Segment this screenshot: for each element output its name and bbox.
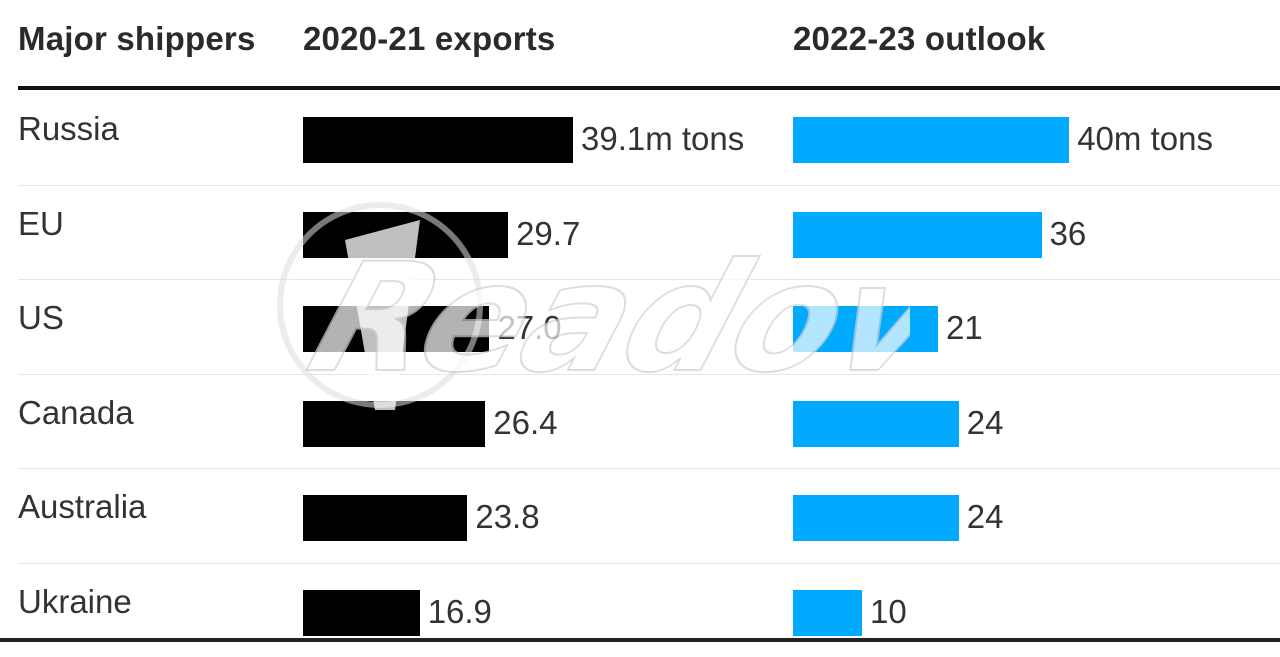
bar-series-2 [793, 589, 863, 636]
data-label-series-2: 24 [966, 498, 1004, 535]
label-column-header: Major shippers [18, 20, 256, 57]
category-label: Russia [18, 110, 119, 147]
data-label-series-2: 10 [870, 592, 907, 630]
data-label-series-1: 23.8 [475, 498, 540, 535]
data-label-series-1: 39.1m tons [581, 120, 745, 157]
row-separator [18, 279, 1280, 280]
bar-series-2 [793, 400, 959, 447]
chart-row: US 27.0 21 [0, 279, 1280, 373]
row-separator [18, 184, 1280, 186]
data-label-series-1: 26.4 [493, 403, 558, 441]
chart-row: Ukraine 16.9 10 [0, 562, 1280, 657]
bar-series-1 [303, 400, 486, 447]
header-rule [18, 86, 1280, 90]
row-separator [18, 373, 1280, 375]
category-label: Canada [18, 393, 134, 431]
chart-row: Canada 26.4 24 [0, 373, 1280, 468]
bar-series-2 [793, 211, 1042, 258]
data-label-series-2: 24 [966, 403, 1004, 441]
bar-series-1 [303, 495, 468, 541]
chart-row: Russia 39.1m tons 40m tons [0, 90, 1280, 184]
bar-series-1 [303, 589, 420, 636]
bottom-rule [0, 638, 1280, 642]
category-label: EU [18, 204, 64, 242]
category-label: US [18, 299, 64, 336]
category-label: Ukraine [18, 582, 132, 620]
bar-series-2 [793, 306, 938, 352]
chart-header: Major shippers 2020-21 exports 2022-23 o… [0, 0, 1280, 90]
bar-series-2 [793, 117, 1070, 163]
data-label-series-1: 27.0 [497, 309, 562, 346]
bar-series-1 [303, 211, 509, 258]
bar-series-2 [793, 495, 959, 541]
row-separator [18, 562, 1280, 564]
data-label-series-1: 29.7 [516, 214, 581, 252]
series-2-header: 2022-23 outlook [793, 20, 1046, 57]
bar-series-1 [303, 117, 573, 163]
chart-row: Australia 23.8 24 [0, 468, 1280, 562]
data-label-series-2: 36 [1049, 214, 1087, 252]
data-label-series-1: 16.9 [427, 592, 492, 630]
chart-row: EU 29.7 36 [0, 184, 1280, 279]
category-label: Australia [18, 488, 147, 525]
bar-series-1 [303, 306, 490, 352]
data-label-series-2: 40m tons [1077, 120, 1213, 157]
data-label-series-2: 21 [946, 309, 983, 346]
series-1-header: 2020-21 exports [303, 20, 556, 57]
row-separator [18, 468, 1280, 469]
